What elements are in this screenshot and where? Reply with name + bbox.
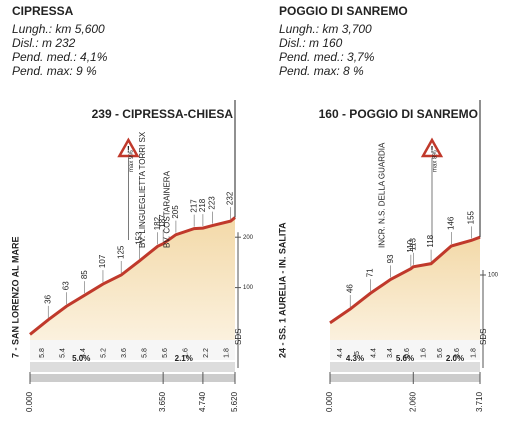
max-grade: max 8% — [433, 150, 439, 172]
info-line: Disl.: m 232 — [12, 36, 76, 50]
finish-mark: SDS — [234, 329, 243, 345]
gradient: 1.8 — [224, 348, 231, 358]
gradient: 5.6 — [162, 348, 169, 358]
max-icon-mark: ! — [127, 144, 130, 154]
y2-tick-label: 100 — [488, 273, 499, 279]
point-label: 71 — [366, 268, 375, 277]
start-label: 7 - SAN LORENZO AL MARE — [10, 236, 20, 358]
point-label: 63 — [62, 281, 71, 290]
y2-tick-label: 100 — [243, 285, 254, 291]
gradient: 3.6 — [121, 348, 128, 358]
gradient: 1.8 — [471, 348, 478, 358]
gradient: 5.2 — [101, 348, 108, 358]
point-label: 46 — [345, 284, 354, 293]
max-icon — [117, 137, 140, 158]
point-label: 205 — [171, 205, 180, 219]
point-label: 155 — [467, 210, 476, 224]
x-tick-label: 2.060 — [408, 391, 417, 412]
x-tick-label: 3.650 — [158, 391, 167, 412]
point-label: 125 — [116, 245, 125, 259]
gradient: 5.8 — [142, 348, 149, 358]
point-label: 218 — [198, 198, 207, 212]
x-tick-label: 0.000 — [325, 391, 334, 412]
annotation: BV. COSTARAINERA — [162, 170, 171, 248]
gradient: 5.8 — [39, 348, 46, 358]
gradient: 5.4 — [60, 348, 67, 358]
gradient: 5.6 — [437, 348, 444, 358]
info-line: Pend. med.: 4,1% — [12, 50, 108, 64]
max-grade: max 9% — [129, 150, 135, 172]
gradient: 5 — [354, 351, 361, 355]
gradient: 4.4 — [337, 348, 344, 358]
gradient: 1.6 — [183, 348, 190, 358]
point-label: 36 — [43, 294, 52, 303]
start-label: 24 - SS. 1 AURELIA - IN. SALITA — [277, 222, 287, 358]
info-line: Pend. max: 8 % — [279, 64, 364, 78]
panel-title: CIPRESSA — [12, 4, 74, 18]
profile-area — [30, 217, 235, 340]
summit-label: 239 - CIPRESSA-CHIESA — [92, 107, 234, 121]
x-tick-label: 0.000 — [25, 391, 34, 412]
km-band — [30, 374, 235, 382]
x-tick-label: 5.620 — [230, 391, 239, 412]
point-label: 113 — [408, 238, 417, 251]
gradient: 2.2 — [203, 348, 210, 358]
point-label: 187 — [158, 214, 167, 228]
info-line: Pend. max: 9 % — [12, 64, 97, 78]
point-label: 217 — [189, 199, 198, 213]
gradient: 1.6 — [421, 348, 428, 358]
max-icon — [420, 137, 444, 158]
ground — [330, 340, 480, 360]
info-line: Disl.: m 160 — [279, 36, 343, 50]
point-label: 232 — [226, 191, 235, 205]
annotation: INCR. N.S. DELLA GUARDIA — [378, 142, 387, 248]
point-label: 93 — [386, 254, 395, 263]
gradient-summary: 4.3% — [346, 354, 364, 363]
profile-line — [329, 235, 481, 325]
panel-title: POGGIO DI SANREMO — [279, 4, 408, 18]
ground — [30, 340, 235, 360]
point-label: 85 — [80, 270, 89, 279]
finish-mark: SDS — [479, 329, 488, 345]
gradient-summary: 5.0% — [72, 354, 90, 363]
point-label: 223 — [207, 196, 216, 210]
point-label: 118 — [426, 234, 435, 247]
point-label: 153 — [135, 231, 144, 245]
gradient: 0.6 — [404, 348, 411, 358]
info-line: Lungh.: km 3,700 — [279, 22, 372, 36]
summary-band — [330, 362, 480, 372]
gradient-summary: 2.0% — [446, 354, 464, 363]
annotation: BV. LINGUEGLIETTA TORRI SX — [138, 131, 147, 248]
x-tick-label: 4.740 — [198, 391, 207, 412]
info-line: Lungh.: km 5,600 — [12, 22, 105, 36]
gradient: 3.4 — [387, 348, 394, 358]
y2-tick-label: 200 — [243, 235, 254, 241]
x-tick-label: 3.710 — [475, 391, 484, 412]
km-band — [330, 374, 480, 382]
summit-label: 160 - POGGIO DI SANREMO — [319, 107, 478, 121]
point-label: 107 — [98, 254, 107, 268]
profile-area — [330, 237, 480, 340]
gradient: 4.4 — [371, 348, 378, 358]
gradient-summary: 2.1% — [175, 354, 193, 363]
gradient-summary: 5.6% — [396, 354, 414, 363]
point-label: 146 — [446, 216, 455, 230]
max-icon-mark: ! — [431, 144, 434, 154]
info-line: Pend. med.: 3,7% — [279, 50, 375, 64]
gradient: 4.4 — [80, 348, 87, 358]
gradient: 3.6 — [454, 348, 461, 358]
profile-line — [29, 216, 236, 336]
point-label: 110 — [406, 239, 415, 252]
summary-band — [30, 362, 235, 372]
point-label: 182 — [153, 216, 162, 230]
